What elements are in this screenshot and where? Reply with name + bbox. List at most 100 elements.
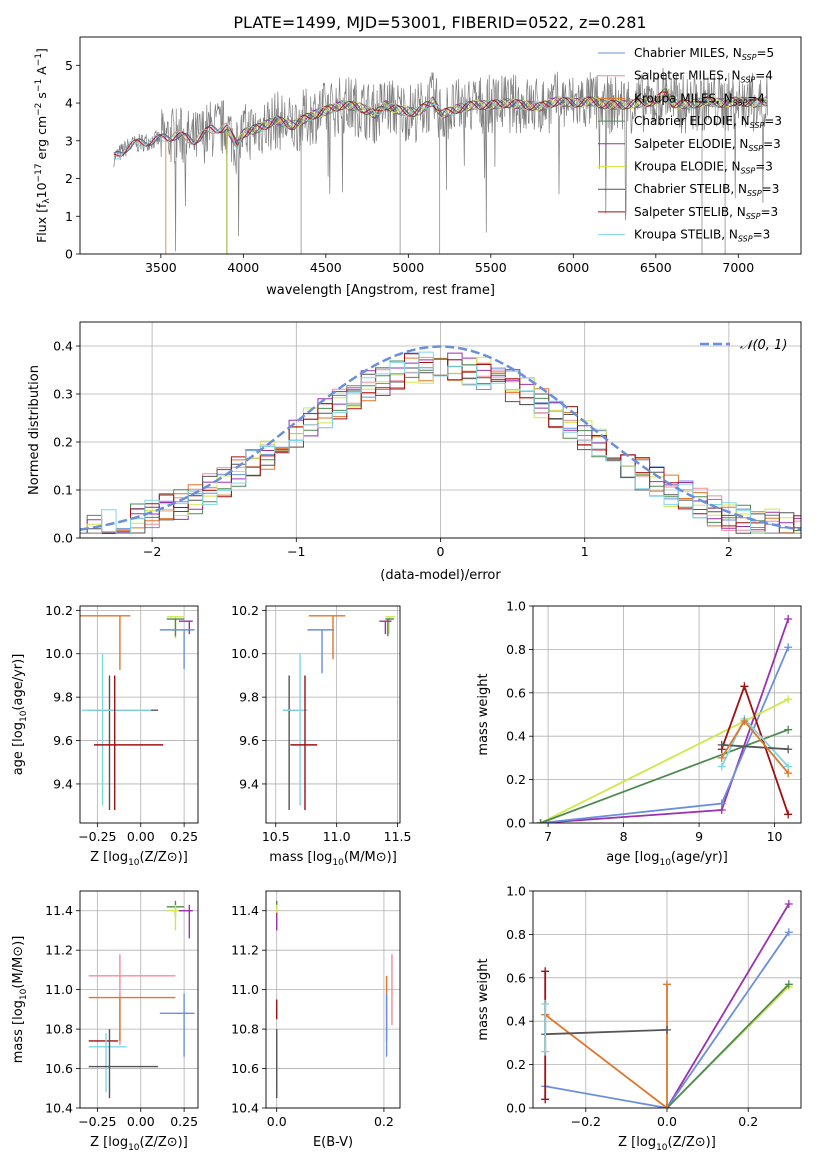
weight-line-chabrier_miles — [545, 931, 790, 1108]
y-tick-label: 11.2 — [45, 943, 73, 958]
y-axis-label: age [log10(age/yr)] — [11, 654, 29, 776]
x-axis-label: wavelength [Angstrom, rest frame] — [266, 283, 495, 298]
y-tick-label: 1 — [65, 209, 73, 224]
y-tick-label: 0.8 — [506, 927, 526, 942]
weight-marker-chabrier_stelib — [717, 740, 726, 749]
weight-marker-chabrier_elodie — [784, 980, 793, 989]
weight-marker-chabrier_miles — [784, 643, 793, 652]
legend-label-kroupa_miles: Kroupa MILES, NSSP=4 — [634, 91, 765, 107]
x-tick-label: 4000 — [227, 260, 259, 275]
axes-weight_vs_age: 7 8 9 10 0.0 0.2 0.4 0.6 0.8 1.0 age [log10(age/yr… — [476, 599, 802, 868]
y-tick-label: 10.6 — [231, 1061, 259, 1076]
y-tick-label: 10.2 — [45, 603, 73, 618]
axes-frame — [265, 605, 401, 824]
legend-label-chabrier_elodie: Chabrier ELODIE, NSSP=3 — [634, 114, 782, 130]
x-tick-label: 6000 — [557, 260, 589, 275]
x-tick-label: 7 — [544, 829, 552, 844]
y-tick-label: 0.4 — [506, 729, 526, 744]
y-tick-label: 3 — [65, 133, 73, 148]
axes-frame — [265, 890, 401, 1109]
weight-marker-salpeter_elodie — [784, 900, 793, 909]
weight-marker-kroupa_stelib — [717, 762, 726, 771]
weight-marker-kroupa_miles — [784, 769, 793, 778]
plot-area-age_vs_z — [80, 615, 195, 810]
y-tick-label: 1.0 — [506, 599, 526, 614]
plot-area-mass_vs_z — [88, 900, 195, 1099]
y-tick-label: 9.6 — [239, 733, 259, 748]
y-tick-label: 0.3 — [53, 387, 73, 402]
x-tick-label: 2 — [725, 544, 733, 559]
y-tick-label: 11.4 — [231, 903, 259, 918]
x-axis-label: Z [log10(Z/Z⊙)] — [618, 1135, 716, 1153]
model-salpeter_elodie — [226, 89, 768, 254]
y-tick-label: 2 — [65, 171, 73, 186]
y-tick-label: 9.4 — [53, 776, 73, 791]
weight-marker-kroupa_miles — [740, 717, 749, 726]
y-tick-label: 11.2 — [231, 943, 259, 958]
weight-line-chabrier_stelib — [721, 744, 789, 751]
axes-residuals: −2 −1 0 1 2 0.0 0.1 0.2 0.3 0.4 𝒩(0, 1) (data-model… — [27, 321, 802, 583]
x-tick-label: −0.25 — [78, 829, 116, 844]
x-tick-label: 8 — [620, 829, 628, 844]
axes-frame — [532, 605, 802, 824]
y-tick-label: 10.2 — [231, 603, 259, 618]
weight-marker-chabrier_miles — [717, 799, 726, 808]
plot-area-mass_vs_ebv — [276, 900, 393, 1099]
y-tick-label: 9.4 — [239, 776, 259, 791]
y-tick-label: 0.6 — [506, 685, 526, 700]
weight-marker-kroupa_miles — [663, 980, 671, 989]
axes-frame — [79, 321, 802, 539]
y-axis-label: mass weight — [476, 673, 491, 755]
x-tick-label: 3500 — [145, 260, 177, 275]
weight-marker-chabrier_elodie — [784, 725, 793, 734]
axes-age_vs_mass: 10.5 11.0 11.5 9.4 9.6 9.8 10.0 10.2 mass [log10… — [231, 603, 411, 868]
axes-mass_vs_z: −0.25 0.00 0.25 10.4 10.6 10.8 11.0 11.2 11.4 Z [… — [11, 890, 199, 1153]
x-tick-label: 0.2 — [738, 1114, 758, 1129]
model-kroupa_stelib — [113, 94, 768, 160]
y-tick-label: 10.0 — [45, 646, 73, 661]
y-tick-label: 0.8 — [506, 642, 526, 657]
weight-marker-chabrier_elodie — [536, 819, 545, 823]
model-salpeter_stelib — [113, 91, 768, 157]
histogram-kroupa_stelib — [80, 351, 801, 534]
weight-marker-kroupa_stelib — [541, 1047, 550, 1056]
weight-line-chabrier_elodie — [540, 728, 789, 823]
axes-frame — [532, 890, 802, 1109]
y-axis-label: mass weight — [476, 958, 491, 1040]
legend-label-kroupa_stelib: Kroupa STELIB, NSSP=3 — [634, 228, 770, 244]
legend-label-salpeter_stelib: Salpeter STELIB, NSSP=3 — [634, 205, 778, 221]
legend-label-salpeter_miles: Salpeter MILES, NSSP=4 — [634, 69, 773, 85]
axes-mass_vs_ebv: 0.0 0.2 10.4 10.6 10.8 11.0 11.2 11.4 E(B-V) — [231, 890, 401, 1150]
y-tick-label: 0.0 — [506, 1101, 526, 1116]
x-tick-label: 5500 — [475, 260, 507, 275]
legend-label-kroupa_elodie: Kroupa ELODIE, NSSP=3 — [634, 160, 773, 176]
y-tick-label: 9.6 — [53, 733, 73, 748]
y-tick-label: 0.4 — [506, 1014, 526, 1029]
x-tick-label: 0.25 — [170, 829, 198, 844]
x-tick-label: 11.0 — [323, 829, 351, 844]
x-axis-label: age [log10(age/yr)] — [606, 850, 728, 868]
x-tick-label: 6500 — [640, 260, 672, 275]
legend-label-chabrier_stelib: Chabrier STELIB, NSSP=3 — [634, 182, 779, 198]
x-tick-label: 0.2 — [374, 1114, 394, 1129]
weight-marker-kroupa_miles — [663, 1104, 671, 1108]
y-tick-label: 5 — [65, 58, 73, 73]
x-tick-label: −0.2 — [571, 1114, 601, 1129]
y-tick-label: 11.0 — [231, 982, 259, 997]
weight-marker-kroupa_miles — [717, 753, 726, 762]
y-axis-label: Flux [fλ10−17 erg cm−2 s−1 A−1] — [34, 48, 52, 243]
weight-line-salpeter_elodie — [666, 903, 790, 1108]
x-tick-label: 0.0 — [657, 1114, 677, 1129]
y-tick-label: 0.0 — [53, 531, 73, 546]
x-tick-label: 0.00 — [127, 829, 155, 844]
axes-frame — [79, 890, 199, 1109]
x-axis-label: mass [log10(M/M⊙)] — [269, 850, 397, 868]
x-tick-label: 10 — [767, 829, 783, 844]
y-tick-label: 0.2 — [506, 1057, 526, 1072]
x-tick-label: 1 — [581, 544, 589, 559]
x-tick-label: 0.25 — [170, 1114, 198, 1129]
x-tick-label: −1 — [287, 544, 305, 559]
axes-age_vs_z: −0.25 0.00 0.25 9.4 9.6 9.8 10.0 10.2 Z [log10(Z… — [11, 603, 199, 868]
y-tick-label: 0.2 — [53, 435, 73, 450]
